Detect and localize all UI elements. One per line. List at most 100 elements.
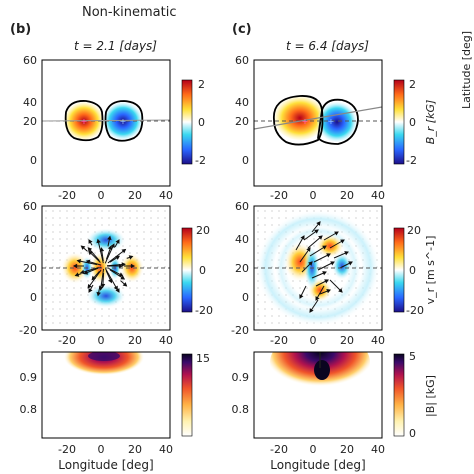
svg-text:+: + <box>328 117 335 126</box>
flow-grid-dot <box>80 210 82 212</box>
flow-grid-dot <box>164 322 166 324</box>
flow-grid-dot <box>257 301 259 303</box>
cbar-tick: 5 <box>409 350 416 363</box>
flow-grid-dot <box>369 301 371 303</box>
flow-grid-dot <box>115 322 117 324</box>
flow-grid-dot <box>164 231 166 233</box>
flow-grid-dot <box>143 315 145 317</box>
flow-grid-dot <box>108 315 110 317</box>
flow-grid-dot <box>376 238 378 240</box>
velocity-arrowhead <box>115 239 120 244</box>
flow-grid-dot <box>164 245 166 247</box>
velocity-arrowhead <box>330 261 335 266</box>
flow-grid-dot <box>87 224 89 226</box>
flow-grid-dot <box>129 224 131 226</box>
flow-grid-dot <box>59 287 61 289</box>
flow-grid-dot <box>80 287 82 289</box>
flow-grid-dot <box>52 287 54 289</box>
flow-grid-dot <box>122 287 124 289</box>
flow-grid-dot <box>157 266 159 268</box>
flow-grid-dot <box>94 210 96 212</box>
velocity-arrowhead <box>107 235 112 241</box>
velocity-arrowhead <box>348 261 353 266</box>
flow-grid-dot <box>73 217 75 219</box>
flow-grid-dot <box>164 287 166 289</box>
velocity-arrowhead <box>83 270 89 275</box>
cbar-tick: 2 <box>409 78 416 91</box>
velocity-arrow <box>77 260 98 266</box>
x-tick: 0 <box>98 334 105 347</box>
flow-grid-dot <box>164 308 166 310</box>
flow-grid-dot <box>150 224 152 226</box>
cbar-tick: -20 <box>406 304 424 317</box>
flow-grid-dot <box>264 322 266 324</box>
flow-grid-dot <box>362 315 364 317</box>
flow-grid-dot <box>66 252 68 254</box>
flow-grid-dot <box>45 217 47 219</box>
x-tick: 40 <box>159 443 173 456</box>
colorbar-c-vr <box>393 227 405 313</box>
flow-grid-dot <box>150 322 152 324</box>
colorbar-label-b: |B| [kG] <box>424 375 437 417</box>
velocity-arrowhead <box>322 245 327 250</box>
y-tick: 40 <box>235 96 249 109</box>
x-tick: 0 <box>98 443 105 456</box>
flow-grid-dot <box>257 217 259 219</box>
flow-grid-dot <box>285 322 287 324</box>
flow-grid-dot <box>73 294 75 296</box>
flow-grid-dot <box>164 301 166 303</box>
flow-grid-dot <box>136 238 138 240</box>
flow-grid-dot <box>376 245 378 247</box>
flow-grid-dot <box>129 217 131 219</box>
flow-grid-dot <box>157 238 159 240</box>
flow-grid-dot <box>115 210 117 212</box>
flow-grid-dot <box>348 322 350 324</box>
colorbar-label-br: B_r [kG] <box>424 100 437 145</box>
flow-grid-dot <box>143 322 145 324</box>
velocity-arrowhead <box>306 247 311 252</box>
svg-text:+: + <box>302 117 309 126</box>
flow-grid-dot <box>376 301 378 303</box>
flow-grid-dot <box>52 252 54 254</box>
y-tick: -20 <box>19 324 37 337</box>
flow-grid-dot <box>80 238 82 240</box>
flow-grid-dot <box>376 294 378 296</box>
flow-grid-dot <box>157 224 159 226</box>
flow-grid-dot <box>52 315 54 317</box>
flow-grid-dot <box>157 252 159 254</box>
flow-grid-dot <box>369 217 371 219</box>
flow-grid-dot <box>108 224 110 226</box>
flow-grid-dot <box>73 322 75 324</box>
cbar-tick: 0 <box>409 264 416 277</box>
y-tick: -20 <box>231 324 249 337</box>
flow-grid-dot <box>150 259 152 261</box>
flow-grid-dot <box>264 224 266 226</box>
flow-grid-dot <box>271 224 273 226</box>
colorbar-c-br <box>393 79 405 165</box>
figure-title: Non-kinematic <box>82 5 176 20</box>
flow-grid-dot <box>376 287 378 289</box>
flow-grid-dot <box>94 217 96 219</box>
flow-grid-dot <box>369 315 371 317</box>
flow-grid-dot <box>80 301 82 303</box>
flow-grid-dot <box>257 210 259 212</box>
velocity-arrowhead <box>87 283 92 289</box>
flow-grid-dot <box>278 315 280 317</box>
flow-grid-dot <box>66 308 68 310</box>
flow-grid-dot <box>157 322 159 324</box>
velocity-arrowhead <box>340 239 345 244</box>
velocity-arrowhead <box>79 269 85 275</box>
flow-grid-dot <box>66 287 68 289</box>
velocity-arrowhead <box>130 263 136 269</box>
flow-grid-dot <box>150 315 152 317</box>
flow-grid-dot <box>264 308 266 310</box>
velocity-arrowhead <box>322 271 327 276</box>
flow-grid-dot <box>164 259 166 261</box>
flow-grid-dot <box>45 322 47 324</box>
flow-grid-dot <box>45 224 47 226</box>
flow-grid-dot <box>164 210 166 212</box>
flow-grid-dot <box>73 287 75 289</box>
cbar-tick: -2 <box>195 154 206 167</box>
flow-grid-dot <box>136 224 138 226</box>
flow-grid-dot <box>292 322 294 324</box>
